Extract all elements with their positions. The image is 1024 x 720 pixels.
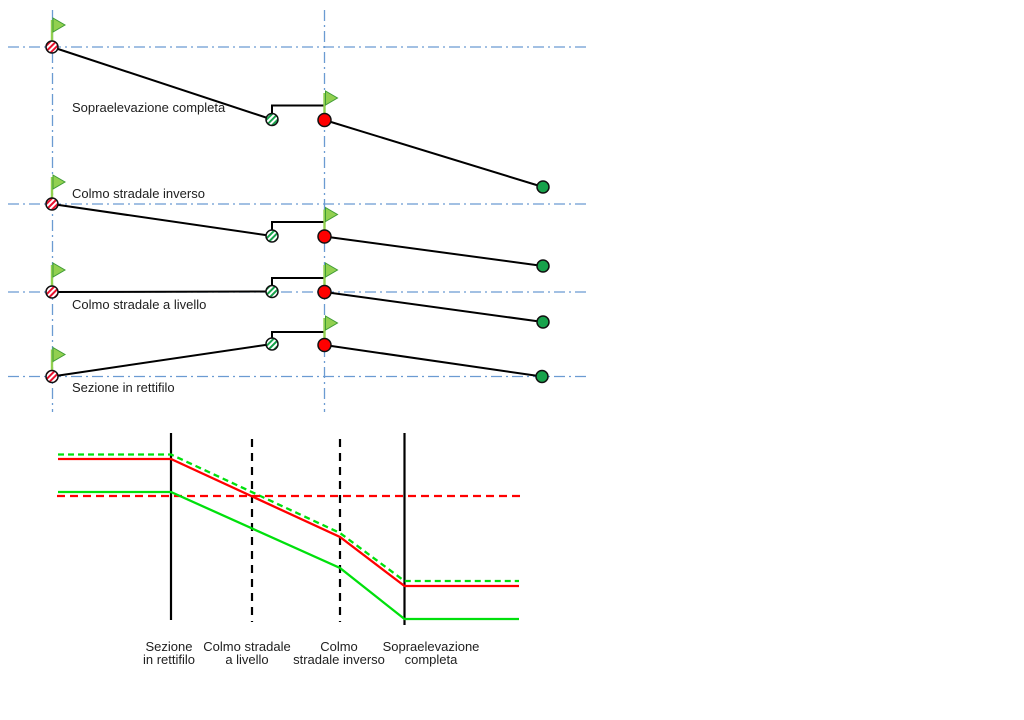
chart-series-inner-edge-green-solid: [58, 490, 519, 621]
crown-step-line: [271, 277, 326, 292]
rotation-point-marker-red: [317, 112, 332, 128]
road-profile-left-line: [51, 203, 273, 237]
road-profile-left-line: [51, 290, 273, 293]
rotation-point-marker-red: [317, 284, 332, 300]
flag-icon: [52, 346, 66, 363]
chart-series-inner-edge-green-dashed: [58, 453, 519, 583]
crown-marker-green-hatched: [265, 284, 279, 299]
flag-icon: [52, 262, 66, 278]
edge-marker-green: [536, 180, 550, 194]
road-profile-left-line: [51, 343, 273, 378]
edge-marker-red-hatched: [45, 285, 59, 299]
flag-icon: [325, 262, 339, 278]
crown-marker-green-hatched: [265, 229, 279, 243]
phase-label-line: a livello: [225, 652, 269, 667]
crown-marker-green-hatched: [265, 337, 279, 351]
phase-label-line: Colmo: [320, 639, 358, 654]
flag-icon: [325, 206, 339, 223]
road-profile-right-line: [324, 119, 544, 188]
flag-icon: [325, 315, 339, 331]
phase-label-line: in rettifilo: [142, 652, 196, 667]
edge-marker-green: [536, 315, 550, 329]
edge-marker-red-hatched: [45, 369, 59, 384]
phase-label-line: completa: [404, 652, 458, 667]
rotation-point-marker-red: [317, 337, 332, 353]
phase-label-line: Colmo stradale: [203, 639, 291, 654]
flag-icon: [52, 174, 66, 190]
crown-step-line: [271, 104, 326, 120]
road-profile-left-line: [51, 46, 273, 121]
edge-marker-green: [535, 369, 549, 384]
phase-label-line: Sopraelevazione: [382, 639, 480, 654]
flag-icon: [52, 17, 66, 33]
phase-label-line: Sezione: [145, 639, 193, 654]
edge-marker-green: [536, 259, 550, 273]
road-profile-right-line: [324, 291, 544, 323]
crown-step-line: [271, 221, 326, 237]
road-profile-right-line: [324, 235, 544, 267]
chart-series-outer-edge-red-solid: [58, 457, 519, 588]
section-label-colmo-stradale-a-livello: Colmo stradale a livello: [72, 297, 207, 312]
section-label-colmo-stradale-inverso: Colmo stradale inverso: [72, 186, 205, 201]
crown-marker-green-hatched: [265, 112, 279, 127]
edge-marker-red-hatched: [45, 40, 59, 54]
edge-marker-red-hatched: [45, 197, 59, 211]
phase-label-colmo-stradale-a-livello: Colmo stradale a livello: [203, 640, 290, 666]
section-label-sezione-in-rettifilo: Sezione in rettifilo: [72, 380, 175, 395]
section-label-sopraelevazione-completa: Sopraelevazione completa: [72, 100, 226, 115]
phase-label-colmo-stradale-inverso: Colmo stradale inverso: [293, 640, 385, 666]
crown-step-line: [271, 331, 326, 345]
phase-label-line: stradale inverso: [293, 652, 385, 667]
phase-label-sezione-in-rettifilo: Sezione in rettifilo: [143, 640, 195, 666]
rotation-point-marker-red: [317, 229, 332, 244]
road-profile-right-line: [324, 344, 543, 378]
phase-label-sopraelevazione-completa: Sopraelevazione completa: [383, 640, 480, 666]
flag-icon: [325, 90, 339, 106]
